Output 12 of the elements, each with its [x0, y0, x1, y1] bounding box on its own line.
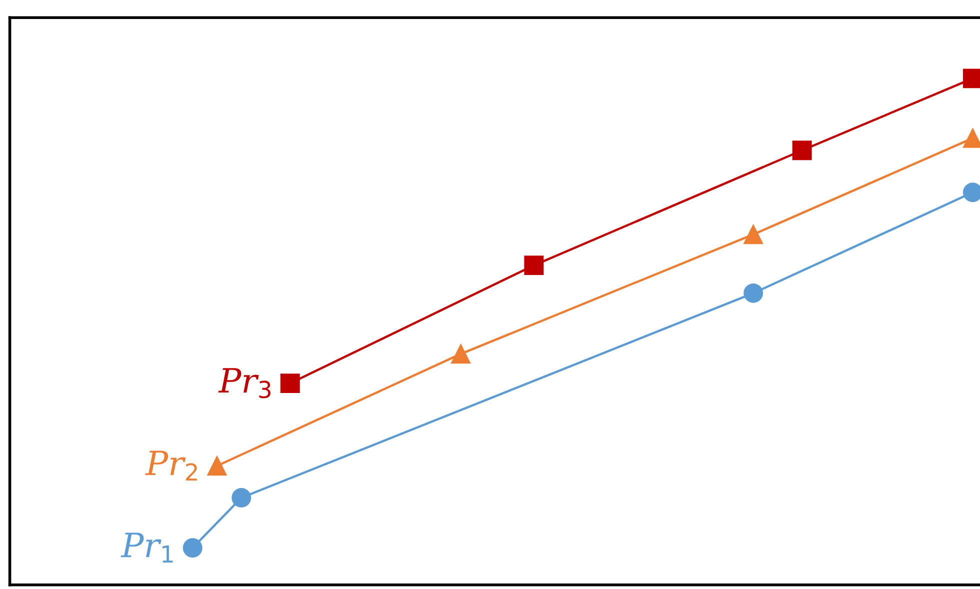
point: [182, 538, 202, 558]
point: [451, 344, 471, 364]
point: [280, 374, 300, 394]
point: [207, 456, 227, 476]
series-label: Pr$_{2}$: [145, 450, 197, 480]
point: [524, 256, 544, 276]
point: [792, 140, 812, 160]
series-label: Pr$_{3}$: [218, 368, 270, 398]
point: [744, 283, 764, 303]
point: [232, 488, 252, 508]
series-label: Pr$_{1}$: [120, 532, 173, 563]
point: [744, 224, 764, 244]
